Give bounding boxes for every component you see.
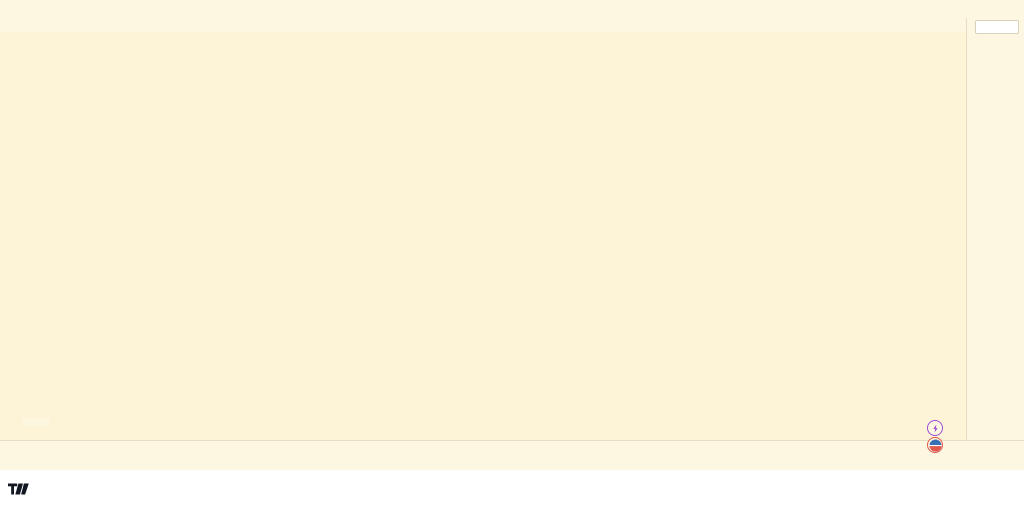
tradingview-footer <box>0 470 1024 507</box>
chart-canvas <box>0 32 966 440</box>
country-flag-icon-button[interactable] <box>927 437 943 453</box>
price-scale[interactable] <box>966 18 1024 440</box>
time-scale[interactable] <box>0 440 1024 470</box>
lightning-icon-button[interactable] <box>927 420 943 436</box>
currency-badge[interactable] <box>975 20 1019 34</box>
tradingview-logo-icon <box>8 483 29 494</box>
user-watermark <box>22 418 50 426</box>
lightning-bolt-icon <box>932 424 938 432</box>
chart-plot-area[interactable] <box>0 32 966 440</box>
chart-legend <box>0 18 57 32</box>
flag-circle-icon <box>929 439 941 451</box>
